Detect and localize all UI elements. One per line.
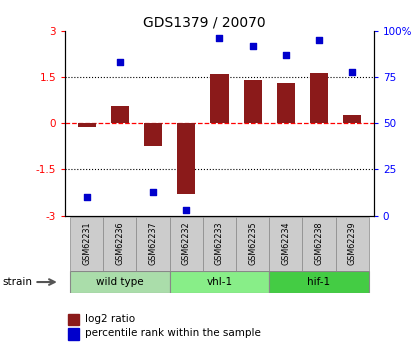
- Text: GSM62233: GSM62233: [215, 221, 224, 265]
- Text: GSM62238: GSM62238: [315, 221, 323, 265]
- Bar: [269, 271, 369, 293]
- Text: hif-1: hif-1: [307, 277, 331, 287]
- Point: [283, 52, 289, 58]
- Bar: [310, 72, 328, 124]
- Text: GSM62231: GSM62231: [82, 221, 91, 265]
- Bar: [68, 328, 79, 340]
- Bar: [68, 314, 79, 325]
- Bar: [343, 115, 361, 124]
- Point: [183, 207, 189, 213]
- Bar: [336, 217, 369, 271]
- Bar: [111, 106, 129, 124]
- Text: wild type: wild type: [96, 277, 144, 287]
- Text: GSM62234: GSM62234: [281, 221, 290, 265]
- Bar: [177, 124, 195, 194]
- Text: GSM62236: GSM62236: [116, 221, 124, 265]
- Point: [216, 36, 223, 41]
- Bar: [269, 217, 302, 271]
- Bar: [210, 74, 228, 124]
- Text: vhl-1: vhl-1: [206, 277, 233, 287]
- Bar: [136, 217, 170, 271]
- Bar: [170, 217, 203, 271]
- Text: strain: strain: [2, 277, 32, 287]
- Bar: [103, 217, 136, 271]
- Bar: [170, 271, 269, 293]
- Bar: [203, 217, 236, 271]
- Text: GSM62235: GSM62235: [248, 221, 257, 265]
- Point: [249, 43, 256, 49]
- Text: GSM62237: GSM62237: [149, 221, 158, 265]
- Point: [116, 60, 123, 65]
- Bar: [244, 80, 262, 124]
- Point: [150, 189, 156, 194]
- Text: GSM62239: GSM62239: [348, 221, 357, 265]
- Bar: [277, 83, 295, 124]
- Text: log2 ratio: log2 ratio: [85, 314, 135, 324]
- Bar: [78, 124, 96, 127]
- Text: percentile rank within the sample: percentile rank within the sample: [85, 328, 261, 338]
- Bar: [236, 217, 269, 271]
- Bar: [70, 271, 170, 293]
- Bar: [70, 217, 103, 271]
- Point: [349, 69, 356, 75]
- Point: [83, 194, 90, 200]
- Bar: [302, 217, 336, 271]
- Point: [316, 38, 323, 43]
- Text: GSM62232: GSM62232: [182, 221, 191, 265]
- Bar: [144, 124, 162, 146]
- Text: GDS1379 / 20070: GDS1379 / 20070: [143, 16, 265, 30]
